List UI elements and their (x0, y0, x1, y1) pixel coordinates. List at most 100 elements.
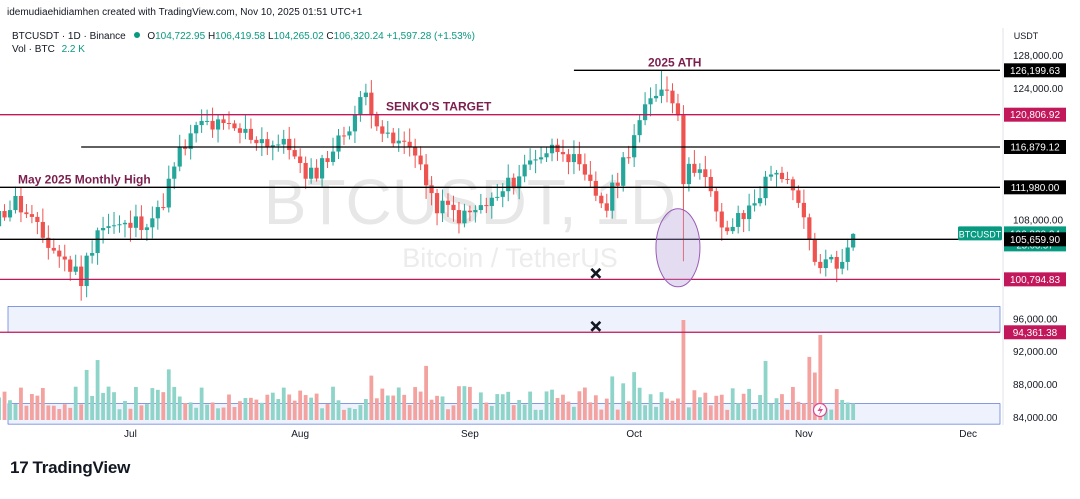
candle-body[interactable] (456, 210, 462, 224)
candle-body[interactable] (571, 154, 577, 163)
candle-body[interactable] (632, 135, 637, 158)
candle-body[interactable] (681, 115, 686, 185)
highlight-ellipse[interactable] (655, 208, 701, 288)
candle-body[interactable] (610, 182, 615, 211)
candle-body[interactable] (517, 176, 522, 189)
symbol-line[interactable]: BTCUSDT · 1D · Binance (12, 31, 126, 42)
candle-body[interactable] (582, 164, 587, 175)
volume-label[interactable]: Vol · BTC (12, 44, 55, 55)
candle-body[interactable] (730, 226, 735, 232)
candle-body[interactable] (834, 256, 839, 269)
candle-body[interactable] (287, 138, 292, 151)
candle-body[interactable] (796, 190, 801, 203)
candle-body[interactable] (686, 163, 691, 185)
candle-body[interactable] (643, 104, 648, 121)
candle-body[interactable] (18, 195, 24, 213)
candle-body[interactable] (757, 198, 763, 204)
candle-body[interactable] (402, 140, 407, 142)
candle-body[interactable] (626, 157, 631, 159)
candle-body[interactable] (812, 239, 817, 262)
candle-body[interactable] (133, 216, 139, 228)
candle-body[interactable] (183, 147, 188, 149)
candle-body[interactable] (73, 266, 78, 272)
candle-body[interactable] (768, 174, 774, 177)
candle-body[interactable] (100, 227, 106, 231)
candle-body[interactable] (347, 131, 352, 136)
candle-body[interactable] (653, 95, 659, 99)
candle-body[interactable] (144, 227, 149, 231)
candle-body[interactable] (68, 259, 73, 272)
candle-body[interactable] (270, 145, 275, 147)
candle-body[interactable] (265, 139, 270, 147)
candle-body[interactable] (418, 155, 423, 165)
candle-body[interactable] (489, 197, 494, 206)
candle-body[interactable] (210, 120, 215, 130)
candle-body[interactable] (538, 157, 544, 160)
candle-body[interactable] (462, 210, 467, 224)
candle-body[interactable] (774, 172, 779, 175)
candle-body[interactable] (725, 227, 730, 232)
candle-body[interactable] (161, 207, 166, 209)
support-zone[interactable] (7, 306, 1001, 333)
candle-body[interactable] (309, 167, 314, 179)
candle-body[interactable] (829, 256, 834, 260)
candle-body[interactable] (445, 200, 451, 205)
candle-body[interactable] (555, 144, 560, 153)
candle-body[interactable] (139, 216, 144, 231)
candle-body[interactable] (495, 196, 500, 198)
candle-body[interactable] (46, 237, 51, 248)
price-badge[interactable] (1004, 63, 1066, 78)
candle-body[interactable] (807, 217, 812, 240)
candle-body[interactable] (714, 191, 719, 212)
candle-body[interactable] (434, 193, 440, 214)
candle-body[interactable] (122, 222, 128, 225)
candle-body[interactable] (484, 205, 489, 207)
candle-body[interactable] (752, 203, 757, 206)
candle-body[interactable] (150, 218, 155, 228)
candle-body[interactable] (336, 135, 341, 152)
candle-body[interactable] (719, 211, 724, 228)
candle-body[interactable] (221, 119, 226, 124)
candle-body[interactable] (24, 212, 29, 215)
candle-body[interactable] (500, 191, 505, 197)
candle-body[interactable] (330, 151, 336, 162)
candle-body[interactable] (128, 222, 133, 228)
candle-body[interactable] (79, 266, 84, 287)
candle-body[interactable] (374, 115, 379, 127)
candle-body[interactable] (237, 128, 243, 133)
candle-body[interactable] (604, 203, 609, 211)
candle-body[interactable] (325, 158, 330, 162)
candle-body[interactable] (823, 259, 828, 269)
candle-body[interactable] (177, 147, 182, 167)
candle-body[interactable] (380, 126, 385, 134)
candle-body[interactable] (314, 167, 319, 179)
candle-body[interactable] (424, 164, 429, 186)
candle-body[interactable] (259, 139, 264, 144)
candle-body[interactable] (155, 207, 160, 219)
candle-body[interactable] (2, 211, 7, 218)
candle-body[interactable] (659, 89, 664, 96)
price-badge[interactable] (1004, 180, 1066, 195)
candle-body[interactable] (319, 158, 325, 179)
candle-body[interactable] (111, 225, 117, 227)
candle-body[interactable] (341, 135, 347, 137)
candle-body[interactable] (577, 154, 582, 165)
candle-body[interactable] (648, 98, 653, 105)
candle-body[interactable] (785, 179, 790, 181)
symbol-badge[interactable] (958, 226, 1002, 241)
candle-body[interactable] (172, 166, 177, 179)
candle-body[interactable] (801, 202, 806, 218)
candle-body[interactable] (106, 226, 111, 228)
candle-body[interactable] (593, 180, 598, 196)
candle-body[interactable] (7, 210, 13, 218)
price-badge[interactable] (1004, 107, 1066, 122)
candle-body[interactable] (549, 144, 555, 154)
candle-body[interactable] (506, 177, 511, 192)
candle-body[interactable] (29, 214, 34, 217)
candle-body[interactable] (40, 221, 45, 238)
candle-body[interactable] (566, 154, 571, 163)
candle-body[interactable] (199, 120, 204, 126)
candle-body[interactable] (511, 177, 516, 189)
